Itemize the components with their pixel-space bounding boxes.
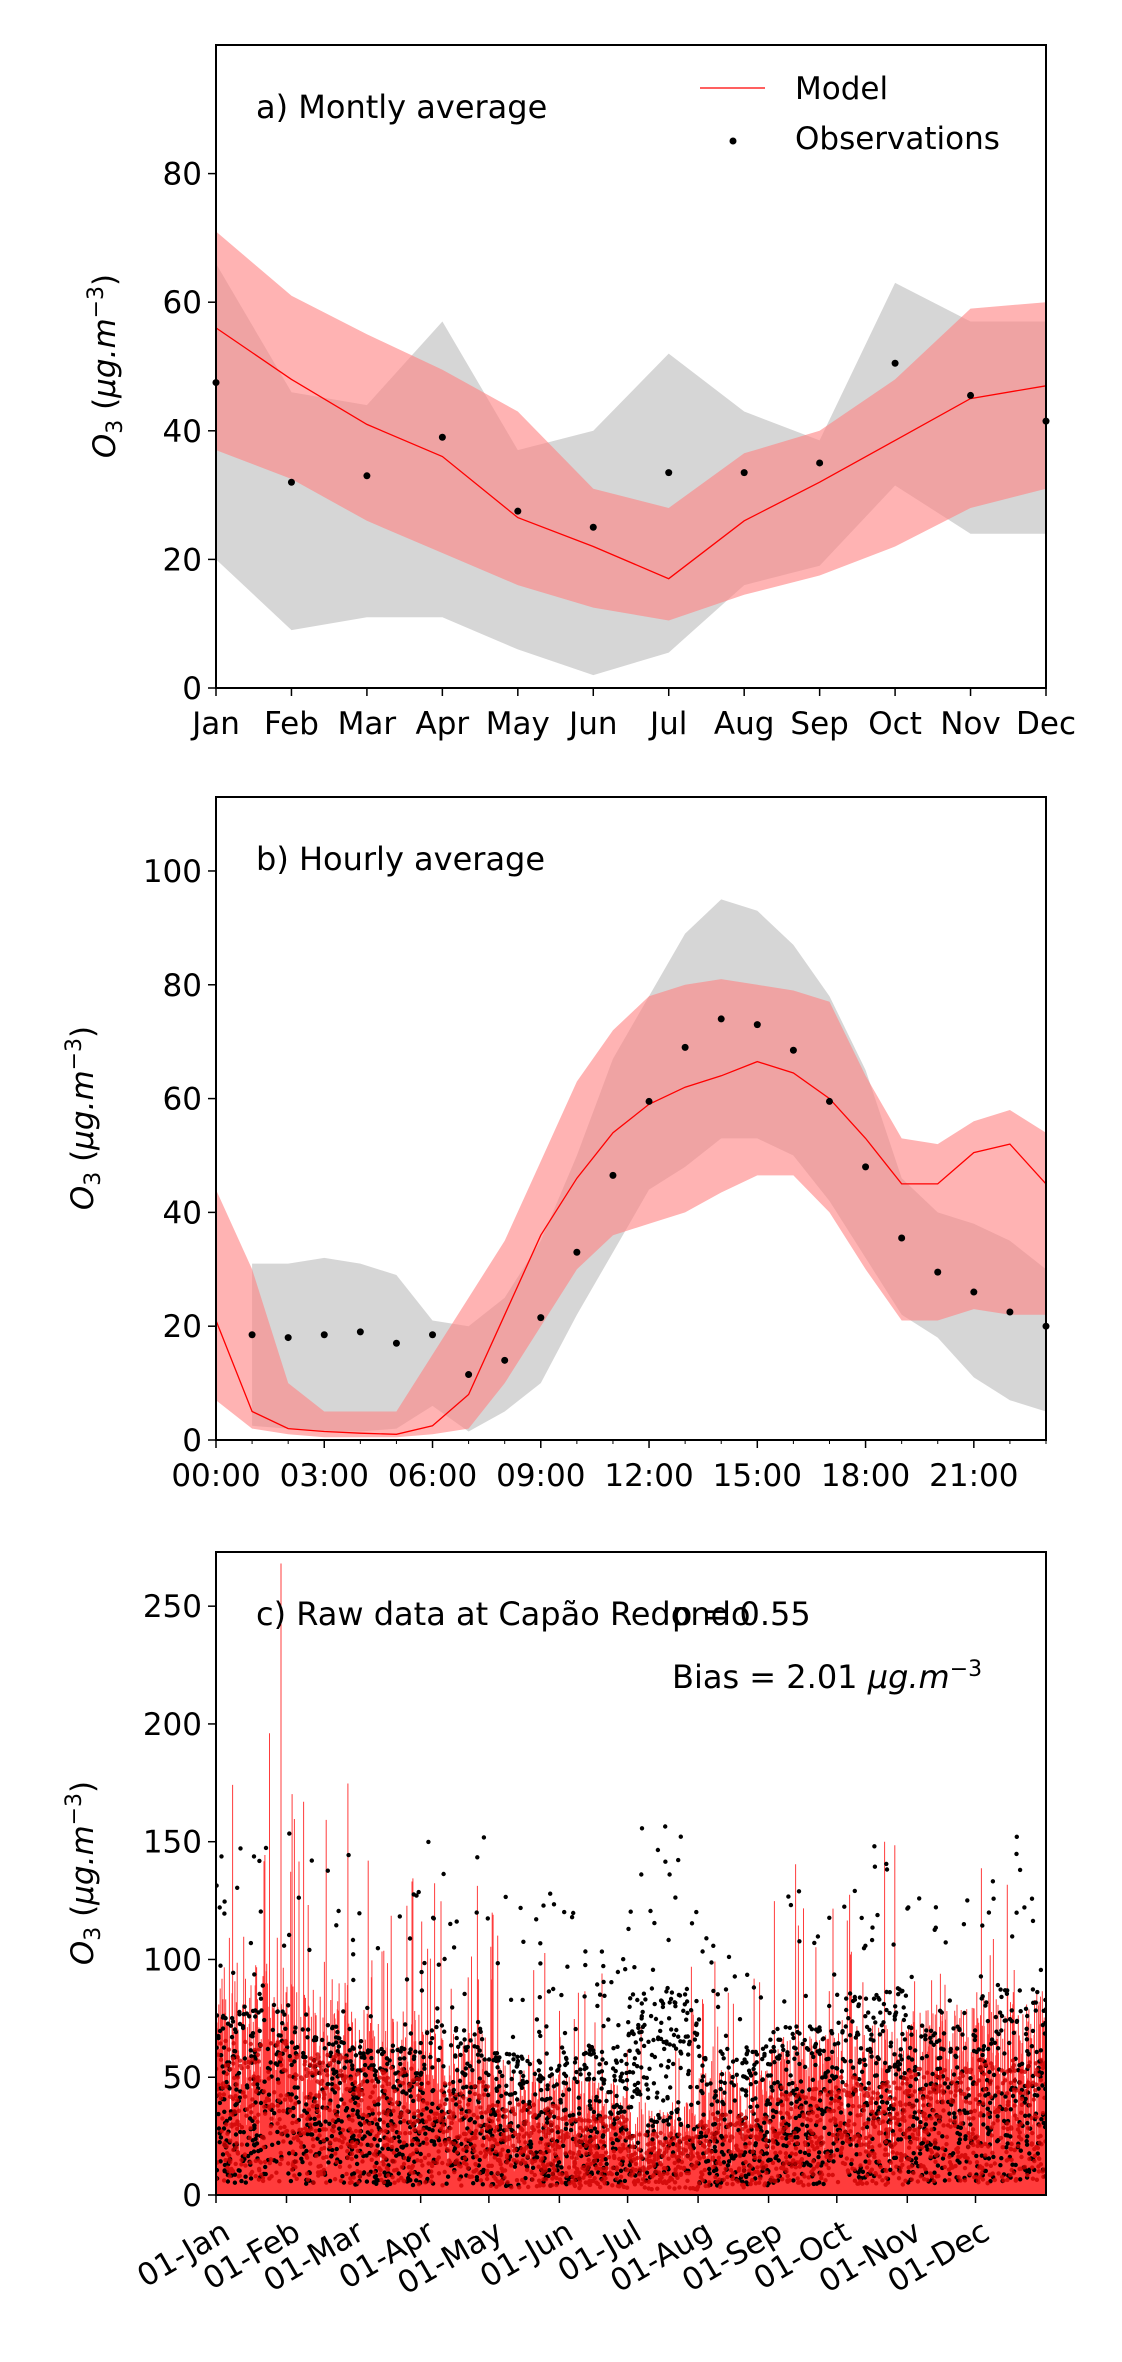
plot-area-b: [215, 899, 1050, 1438]
x-tick-label-a: Mar: [338, 706, 397, 742]
observation-point: [248, 1331, 256, 1339]
x-tick-label-b: 18:00: [821, 1458, 910, 1494]
y-tick-label-b: 40: [163, 1195, 202, 1231]
observation-point: [356, 1328, 364, 1336]
observation-point: [1006, 1308, 1014, 1316]
observation-point: [501, 1356, 509, 1364]
y-tick-label-c: 100: [143, 1942, 202, 1978]
y-tick-label-a: 40: [163, 414, 202, 450]
model-range-band: [216, 231, 1046, 621]
x-tick-label-a: Jun: [567, 706, 617, 742]
y-tick-label-c: 250: [143, 1589, 202, 1625]
plot-area-a: [212, 231, 1050, 676]
observation-point: [363, 472, 371, 480]
observation-point: [609, 1171, 617, 1179]
observation-point: [573, 1248, 581, 1256]
y-tick-label-c: 50: [163, 2060, 202, 2096]
x-tick-label-b: 03:00: [280, 1458, 369, 1494]
plot-frame-c: [215, 1551, 1047, 2196]
x-tick-label-b: 09:00: [496, 1458, 585, 1494]
x-tick-label-a: Apr: [416, 706, 470, 742]
observation-point: [862, 1163, 870, 1171]
x-tick-label-b: 00:00: [171, 1458, 260, 1494]
observation-point: [665, 469, 673, 477]
x-tick-label-b: 06:00: [388, 1458, 477, 1494]
observation-point: [753, 1021, 761, 1029]
y-tick-label-a: 80: [163, 157, 202, 193]
observation-point: [967, 391, 975, 399]
observation-point: [740, 469, 748, 477]
x-tick-label-a: Jul: [648, 706, 687, 742]
observation-point: [429, 1331, 437, 1339]
observation-point: [514, 507, 522, 515]
y-tick-label-b: 100: [143, 854, 202, 890]
observation-point: [898, 1234, 906, 1242]
observation-point: [645, 1097, 653, 1105]
observation-point: [891, 359, 899, 367]
model-line: [215, 1060, 1047, 1435]
model-range-band: [216, 979, 1046, 1438]
x-tick-label-a: Feb: [264, 706, 319, 742]
observation-point: [717, 1015, 725, 1023]
plot-frame-b: [215, 796, 1047, 1441]
model-line: [215, 327, 1047, 580]
legend: Model Observations: [700, 71, 1000, 157]
y-tick-label-b: 20: [163, 1309, 202, 1345]
observation-point: [287, 478, 295, 486]
y-tick-label-b: 60: [163, 1082, 202, 1118]
observation-point: [970, 1288, 978, 1296]
observation-point: [789, 1046, 797, 1054]
y-tick-label-b: 80: [163, 968, 202, 1004]
panel-a-title: a) Montly average: [256, 88, 547, 126]
panel-monthly-average: a) Montly average Model Observations O3 …: [84, 44, 1076, 742]
observation-point: [320, 1331, 328, 1339]
observation-point: [438, 433, 446, 441]
y-tick-label-c: 0: [182, 2178, 202, 2214]
observation-point: [465, 1371, 473, 1379]
observation-point: [392, 1339, 400, 1347]
panel-c-title: c) Raw data at Capão Redondo: [256, 1595, 750, 1633]
x-tick-label-a: Oct: [868, 706, 922, 742]
y-tick-label-a: 60: [163, 285, 202, 321]
y-tick-label-b: 0: [182, 1423, 202, 1459]
x-tick-label-a: May: [486, 706, 550, 742]
y-axis-label-a: O3 (µg.m−3): [84, 274, 128, 458]
plot-area-c: [216, 1563, 1046, 2195]
x-tick-label-a: Jan: [190, 706, 240, 742]
y-tick-label-c: 200: [143, 1707, 202, 1743]
panel-b-title: b) Hourly average: [256, 840, 545, 878]
y-axis-label-b: O3 (µg.m−3): [62, 1026, 106, 1210]
observation-point: [284, 1334, 292, 1342]
legend-observations-swatch: [729, 137, 737, 145]
observation-point: [825, 1097, 833, 1105]
observation-point: [816, 459, 824, 467]
observation-point: [589, 523, 597, 531]
panel-raw-data: c) Raw data at Capão Redondo p = 0.55 Bi…: [62, 1551, 1047, 2302]
x-tick-label-a: Nov: [940, 706, 1001, 742]
legend-observations-label: Observations: [795, 121, 1000, 157]
y-axis-label-c: O3 (µg.m−3): [62, 1781, 106, 1965]
annotation-p: p = 0.55: [672, 1595, 811, 1633]
x-tick-label-b: 12:00: [604, 1458, 693, 1494]
x-tick-label-a: Dec: [1016, 706, 1076, 742]
y-tick-label-c: 150: [143, 1825, 202, 1861]
x-tick-label-a: Sep: [790, 706, 848, 742]
observation-point: [537, 1314, 545, 1322]
model-dense-points: [216, 2038, 1046, 2192]
x-tick-label-a: Aug: [714, 706, 775, 742]
observation-point: [681, 1043, 689, 1051]
x-tick-label-b: 15:00: [713, 1458, 802, 1494]
annotation-bias: Bias = 2.01 µg.m−3: [672, 1657, 982, 1696]
plot-frame-a: [215, 44, 1047, 689]
y-tick-label-a: 0: [182, 671, 202, 707]
legend-model-label: Model: [795, 71, 888, 107]
panel-hourly-average: b) Hourly average O3 (µg.m−3) 0 20 40 60 80 1…: [62, 796, 1050, 1494]
x-tick-label-b: 21:00: [929, 1458, 1018, 1494]
y-tick-label-a: 20: [163, 542, 202, 578]
observation-point: [934, 1268, 942, 1276]
